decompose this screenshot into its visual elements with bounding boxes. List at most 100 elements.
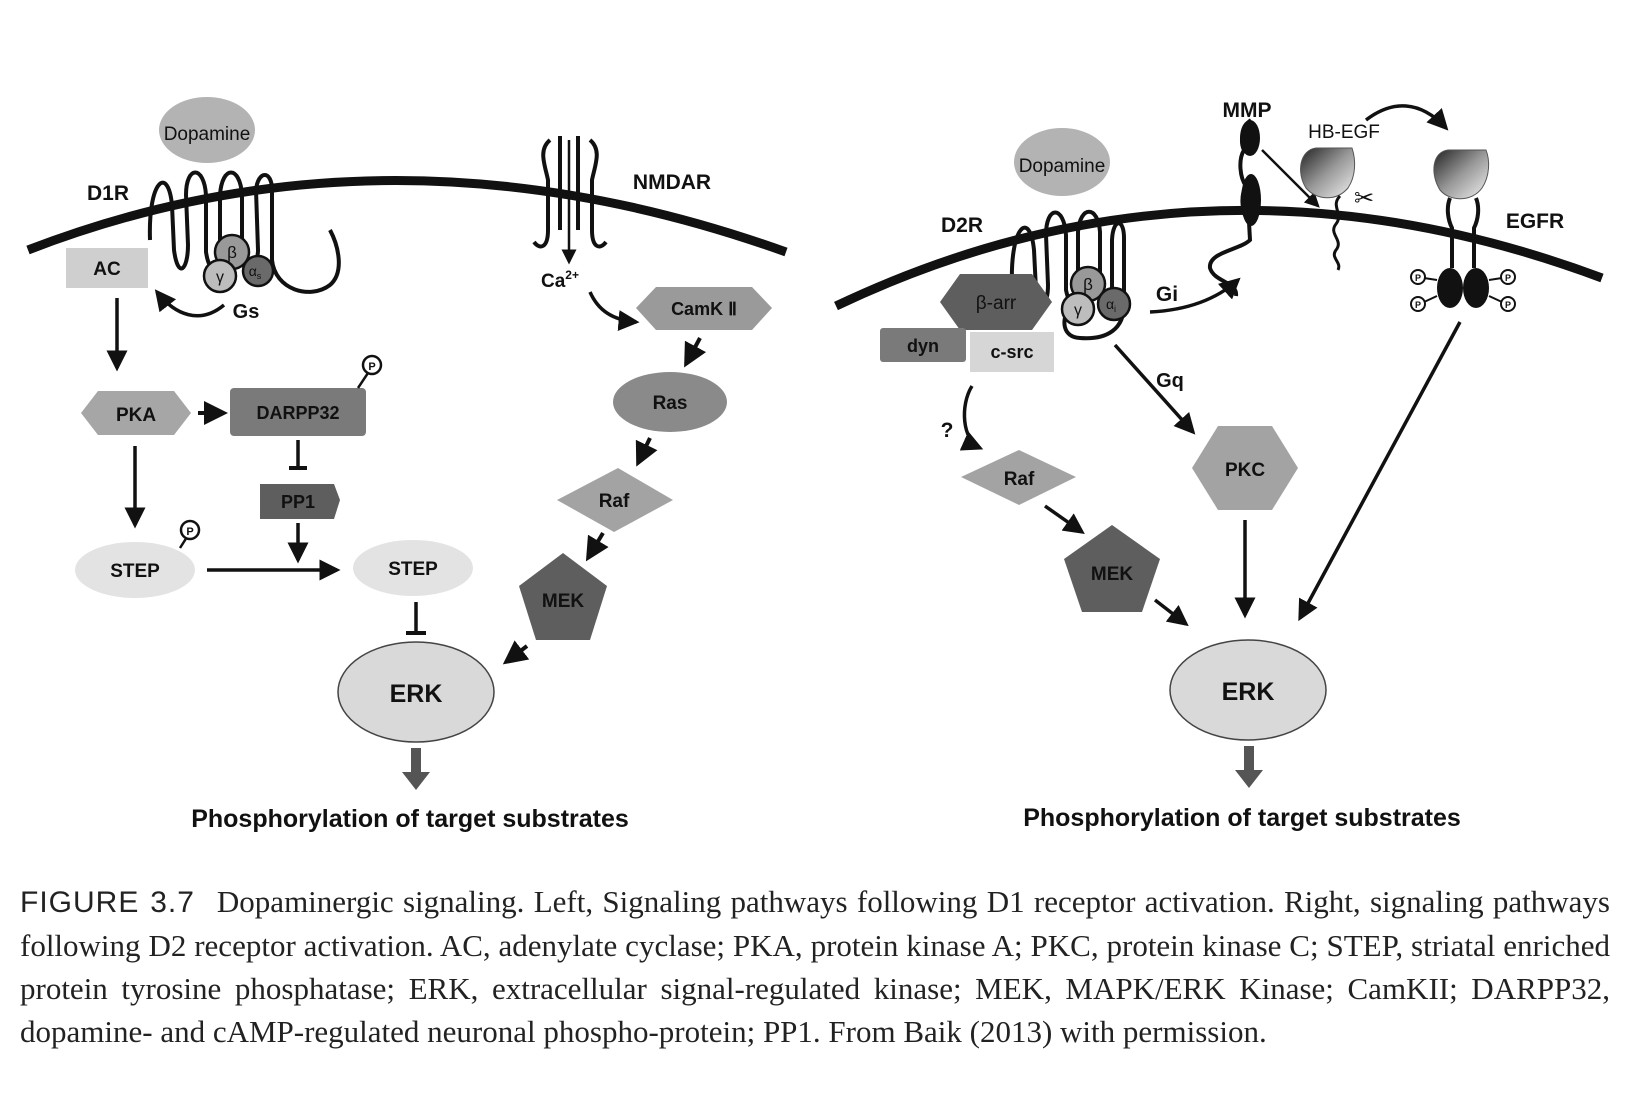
gq-to-pkc-arrow xyxy=(1113,343,1196,435)
left-step-phospho-node xyxy=(75,542,195,598)
left-g-gamma xyxy=(202,258,238,294)
csrc-to-raf-arrow xyxy=(959,385,984,451)
left-mek-to-erk-arrow xyxy=(502,640,530,665)
egfr-kinase-left xyxy=(1437,268,1463,308)
gq-label: Gq xyxy=(1156,370,1184,392)
egfr-to-erk-arrow xyxy=(1298,321,1462,622)
figure-caption-text: Dopaminergic signaling. Left, Signaling … xyxy=(20,884,1610,1049)
right-panel: Dopamine D2R β-arr dyn c-src β γ αi Gi G… xyxy=(834,99,1604,832)
left-step-phospho-label: STEP xyxy=(110,561,160,582)
left-receptor-label: D1R xyxy=(87,182,129,205)
left-g-gamma-label: γ xyxy=(216,269,224,286)
figure-label: FIGURE 3.7 xyxy=(20,886,195,919)
beta-arr-node xyxy=(940,274,1052,330)
egfr-kinase-right xyxy=(1463,268,1489,308)
egfr-ligand xyxy=(1433,149,1490,200)
scissors-icon: ✂ xyxy=(1354,184,1374,212)
camk-label: CamK Ⅱ xyxy=(671,299,737,319)
right-g-gamma xyxy=(1060,291,1096,327)
csrc-label: c-src xyxy=(990,342,1033,362)
right-raf-node xyxy=(961,450,1076,505)
mmp-domain-top xyxy=(1240,120,1260,156)
left-darpp32-phospho-mark xyxy=(361,354,383,376)
left-mek-label: MEK xyxy=(542,591,585,612)
right-dopamine-label: Dopamine xyxy=(1019,156,1106,177)
right-g-gamma-label: γ xyxy=(1074,302,1082,319)
left-darpp32-phospho-stem xyxy=(356,372,370,389)
right-output-label: Phosphorylation of target substrates xyxy=(1023,804,1461,832)
left-darpp32-phospho-label: P xyxy=(368,361,375,373)
mmp-domain-bottom xyxy=(1241,174,1261,226)
left-pp1-label: PP1 xyxy=(281,492,315,512)
right-erk-node xyxy=(1169,639,1327,741)
ras-to-raf-arrow xyxy=(635,437,658,467)
left-step-phospho-mark-label: P xyxy=(186,526,193,538)
right-raf-to-mek-arrow xyxy=(1043,504,1085,535)
right-output-arrow xyxy=(1235,746,1263,788)
left-step-node xyxy=(353,540,473,596)
ras-label: Ras xyxy=(653,393,688,414)
egfr-phospho-mark-2 xyxy=(1410,296,1426,312)
right-mek-to-erk-arrow xyxy=(1153,598,1189,627)
left-raf-node xyxy=(557,468,673,532)
egfr-receptor-right xyxy=(1472,197,1481,268)
dyn-node xyxy=(880,328,966,362)
ras-node xyxy=(613,372,727,432)
left-dopamine-node xyxy=(159,97,255,163)
left-pka-node xyxy=(81,391,191,435)
egfr-phospho-mark-1 xyxy=(1410,269,1426,285)
pkc-label: PKC xyxy=(1225,460,1265,481)
camk-node xyxy=(636,287,772,330)
left-cell-membrane xyxy=(26,176,788,257)
egfr-phospho-label-2: P xyxy=(1415,300,1421,310)
hbegf-ligand xyxy=(1300,147,1356,199)
egfr-phospho-label-3: P xyxy=(1505,273,1511,283)
egfr-receptor-left xyxy=(1445,197,1454,268)
hbegf-shedding-arrow xyxy=(1364,104,1449,131)
left-erk-label: ERK xyxy=(390,680,443,708)
pkc-node xyxy=(1192,426,1298,510)
left-pp1-node xyxy=(260,484,340,519)
calcium-label: Ca2+ xyxy=(541,268,579,292)
left-mek-node xyxy=(519,553,607,640)
left-gs-to-ac-arrow xyxy=(154,289,226,318)
right-erk-label: ERK xyxy=(1222,678,1275,706)
right-g-alpha-label: αi xyxy=(1106,296,1116,314)
left-gs-label: Gs xyxy=(233,301,260,323)
dyn-label: dyn xyxy=(907,336,939,356)
egfr-label: EGFR xyxy=(1506,210,1564,233)
left-g-beta-label: β xyxy=(227,243,237,262)
left-g-alpha-label: αs xyxy=(249,263,262,281)
right-raf-label: Raf xyxy=(1004,469,1035,490)
hbegf-tether xyxy=(1332,194,1342,271)
question-label: ? xyxy=(941,419,954,442)
left-output-arrow xyxy=(402,748,430,790)
left-panel: Dopamine D1R β γ αs Gs AC PKA DARPP32 P xyxy=(26,97,788,833)
left-darpp32-node xyxy=(230,388,366,436)
left-raf-to-mek-arrow xyxy=(585,531,609,562)
hbegf-label: HB-EGF xyxy=(1308,122,1380,143)
nmdar-channel xyxy=(532,136,608,249)
mmp-label: MMP xyxy=(1223,99,1272,122)
egfr-phospho-label-1: P xyxy=(1415,273,1421,283)
left-raf-label: Raf xyxy=(599,491,630,512)
left-pka-label: PKA xyxy=(116,405,156,426)
egfr-phospho-sites xyxy=(1423,277,1503,303)
left-darpp32-label: DARPP32 xyxy=(256,403,339,423)
d1r-receptor xyxy=(147,170,341,294)
left-dopamine-label: Dopamine xyxy=(164,124,251,145)
calcium-to-camk-arrow xyxy=(588,291,640,332)
nmdar-label: NMDAR xyxy=(633,171,711,194)
egfr-phospho-mark-4 xyxy=(1500,296,1516,312)
left-ac-label: AC xyxy=(93,259,121,280)
right-g-alpha xyxy=(1096,286,1132,322)
gi-label: Gi xyxy=(1156,283,1178,306)
right-g-beta-label: β xyxy=(1083,275,1093,294)
left-step-phospho-mark xyxy=(179,519,201,541)
right-cell-membrane xyxy=(834,205,1604,311)
beta-arr-label: β-arr xyxy=(976,293,1017,314)
figure-caption: FIGURE 3.7 Dopaminergic signaling. Left, … xyxy=(20,880,1610,1053)
right-receptor-label: D2R xyxy=(941,214,983,237)
left-output-label: Phosphorylation of target substrates xyxy=(191,805,629,833)
